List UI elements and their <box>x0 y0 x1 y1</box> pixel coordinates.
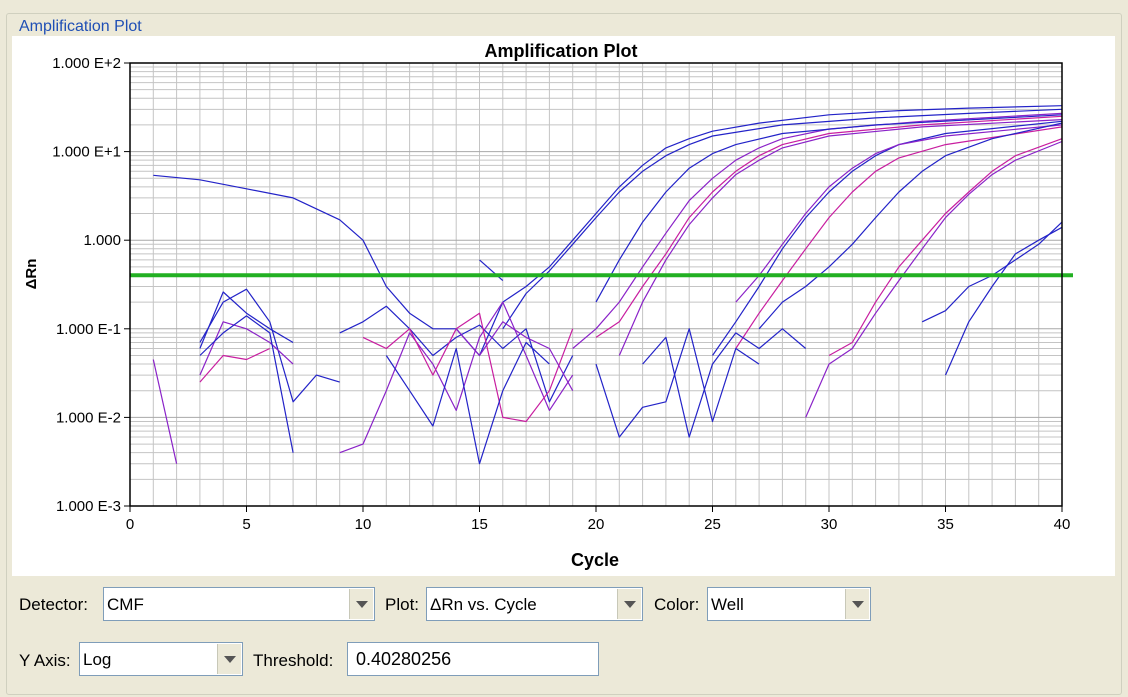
x-tick-label: 40 <box>1054 516 1071 533</box>
chart-axes: 0 5 10 15 20 25 30 35 40 1.000 E-3 1.000 E-2 1.000 … <box>52 55 1070 533</box>
amplification-curve <box>339 301 574 454</box>
amplification-curve <box>595 115 1063 338</box>
plot-area: 0 5 10 15 20 25 30 35 40 1.000 E-3 1.000 E-2 1.000 … <box>12 36 1115 576</box>
color-value: Well <box>711 595 744 614</box>
y-axis-label: ΔRn <box>23 259 40 290</box>
amplification-curve <box>828 138 1063 357</box>
amplification-curve <box>199 315 294 453</box>
chevron-down-icon[interactable] <box>845 589 869 619</box>
chart-series <box>130 105 1073 465</box>
amplification-curve <box>455 321 574 391</box>
amplification-curve <box>642 328 807 438</box>
amplification-curve <box>735 124 1063 303</box>
plot-value: ΔRn vs. Cycle <box>430 595 537 614</box>
group-title: Amplification Plot <box>15 18 146 36</box>
x-axis-label: Cycle <box>571 550 619 570</box>
amplification-plot-group: Amplification Plot <box>6 13 1122 695</box>
amplification-curve <box>362 312 574 423</box>
x-tick-label: 10 <box>355 516 372 533</box>
chart-grid <box>129 62 1063 507</box>
amplification-curve <box>339 305 574 403</box>
x-tick-label: 20 <box>588 516 605 533</box>
chevron-down-icon[interactable] <box>217 644 241 674</box>
amplification-curve <box>735 126 1063 349</box>
y-axis-dropdown[interactable]: Log <box>79 642 243 676</box>
amplification-curve <box>944 226 1063 376</box>
amplification-curve <box>199 347 271 383</box>
chevron-down-icon[interactable] <box>617 589 641 619</box>
chevron-down-icon[interactable] <box>349 589 373 619</box>
y-axis-label-control: Y Axis: <box>19 651 71 670</box>
x-tick-label: 25 <box>704 516 721 533</box>
amplification-curve <box>712 120 1063 356</box>
detector-value: CMF <box>107 595 144 614</box>
y-tick-label: 1.000 E+1 <box>52 144 121 161</box>
color-dropdown[interactable]: Well <box>707 587 871 621</box>
chart-title: Amplification Plot <box>485 41 638 61</box>
threshold-field[interactable] <box>347 642 599 676</box>
amplification-curve <box>199 291 294 349</box>
detector-dropdown[interactable]: CMF <box>103 587 375 621</box>
threshold-input[interactable] <box>348 643 598 675</box>
x-tick-label: 5 <box>242 516 250 533</box>
amplification-curve <box>199 288 340 403</box>
x-tick-label: 15 <box>471 516 488 533</box>
amplification-chart: 0 5 10 15 20 25 30 35 40 1.000 E-3 1.000 E-2 1.000 … <box>23 41 1073 570</box>
y-tick-label: 1.000 E-1 <box>56 321 121 338</box>
color-label: Color: <box>654 595 700 614</box>
y-axis-value: Log <box>83 650 112 669</box>
y-tick-label: 1.000 <box>83 232 121 249</box>
amplification-curve <box>595 328 760 438</box>
y-tick-label: 1.000 E-3 <box>56 498 121 515</box>
amplification-curve <box>152 359 178 464</box>
amplification-curve <box>385 341 550 465</box>
detector-label: Detector: <box>19 595 88 614</box>
amplification-curve <box>595 114 1063 303</box>
plot-label: Plot: <box>385 595 420 614</box>
threshold-label: Threshold: <box>253 651 334 670</box>
amplification-curve <box>502 108 1063 330</box>
x-tick-label: 35 <box>937 516 954 533</box>
y-tick-label: 1.000 E-2 <box>56 409 121 426</box>
amplification-curve <box>805 140 1063 418</box>
y-tick-label: 1.000 E+2 <box>52 55 121 72</box>
plot-dropdown[interactable]: ΔRn vs. Cycle <box>426 587 643 621</box>
amplification-curve <box>199 321 294 376</box>
amplification-curve <box>758 122 1063 330</box>
x-tick-label: 30 <box>821 516 838 533</box>
x-tick-label: 0 <box>126 516 134 533</box>
